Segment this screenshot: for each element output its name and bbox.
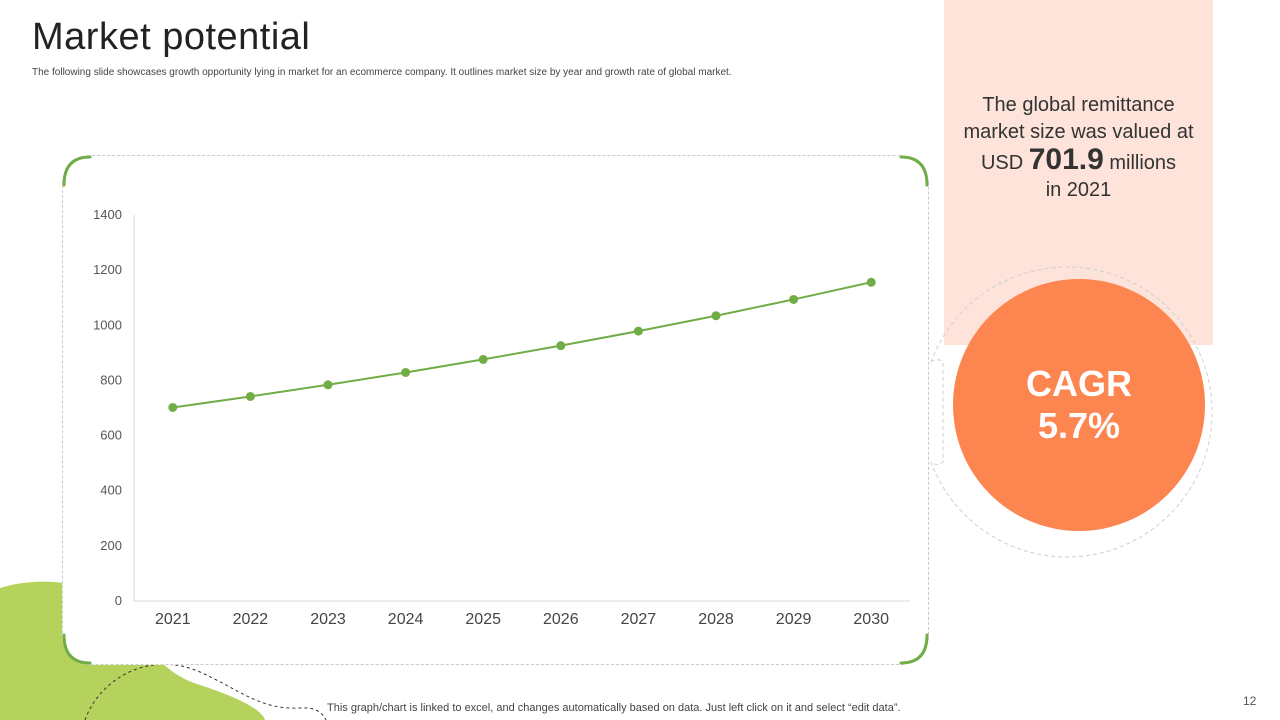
- market-size-fact: The global remittance market size was va…: [944, 92, 1213, 204]
- fact-line-4: in 2021: [1045, 179, 1112, 201]
- slide-subtitle: The following slide showcases growth opp…: [32, 67, 732, 78]
- y-tick-label: 1200: [93, 262, 122, 277]
- x-tick-label: 2022: [233, 611, 269, 628]
- data-point: [245, 391, 255, 401]
- x-tick-label: 2024: [388, 611, 424, 628]
- x-tick-label: 2029: [776, 611, 812, 628]
- y-axis: 0 200 400 600 800 1000 1200 1400: [93, 207, 135, 608]
- x-tick-label: 2028: [698, 611, 734, 628]
- fact-prefix: USD: [980, 152, 1024, 174]
- x-tick-label: 2021: [155, 611, 191, 628]
- y-tick-label: 1000: [93, 317, 122, 332]
- footnote: This graph/chart is linked to excel, and…: [327, 702, 901, 714]
- x-tick-label: 2030: [853, 611, 889, 628]
- data-point: [556, 341, 566, 351]
- data-point: [478, 354, 488, 364]
- chart-card: [62, 155, 929, 665]
- y-tick-label: 1400: [93, 207, 122, 222]
- fact-line-1: The global remittance: [982, 94, 1175, 116]
- y-tick-label: 200: [100, 538, 122, 553]
- fact-line-3: USD 701.9 millions: [944, 143, 1213, 177]
- x-tick-label: 2023: [310, 611, 346, 628]
- x-tick-label: 2027: [621, 611, 657, 628]
- cagr-dashed-ring: [930, 266, 1213, 558]
- slide-title: Market potential: [32, 16, 311, 58]
- cagr-value: 5.7%: [1037, 405, 1121, 446]
- y-tick-label: 0: [115, 593, 122, 608]
- x-axis: 2021 2022 2023 2024 2025 2026 2027 2028 2029 2030: [134, 600, 910, 628]
- x-tick-label: 2025: [465, 611, 501, 628]
- data-point: [323, 380, 333, 390]
- y-tick-label: 800: [100, 372, 122, 387]
- data-point: [633, 326, 643, 336]
- series-line: [172, 281, 872, 409]
- cagr-circle: CAGR 5.7%: [953, 279, 1205, 531]
- page-number: 12: [1243, 694, 1257, 708]
- data-point: [168, 402, 178, 412]
- fact-suffix: millions: [1109, 152, 1177, 174]
- y-tick-label: 600: [100, 428, 122, 443]
- data-point: [711, 311, 721, 321]
- x-tick-label: 2026: [543, 611, 579, 628]
- cagr-label: CAGR: [1026, 363, 1132, 404]
- data-point: [789, 294, 799, 304]
- data-point: [401, 367, 411, 377]
- y-tick-label: 400: [100, 483, 122, 498]
- market-size-series: [168, 277, 876, 412]
- fact-value: 701.9: [1028, 143, 1104, 176]
- fact-line-2: market size was valued at: [963, 121, 1194, 143]
- data-point: [866, 277, 876, 287]
